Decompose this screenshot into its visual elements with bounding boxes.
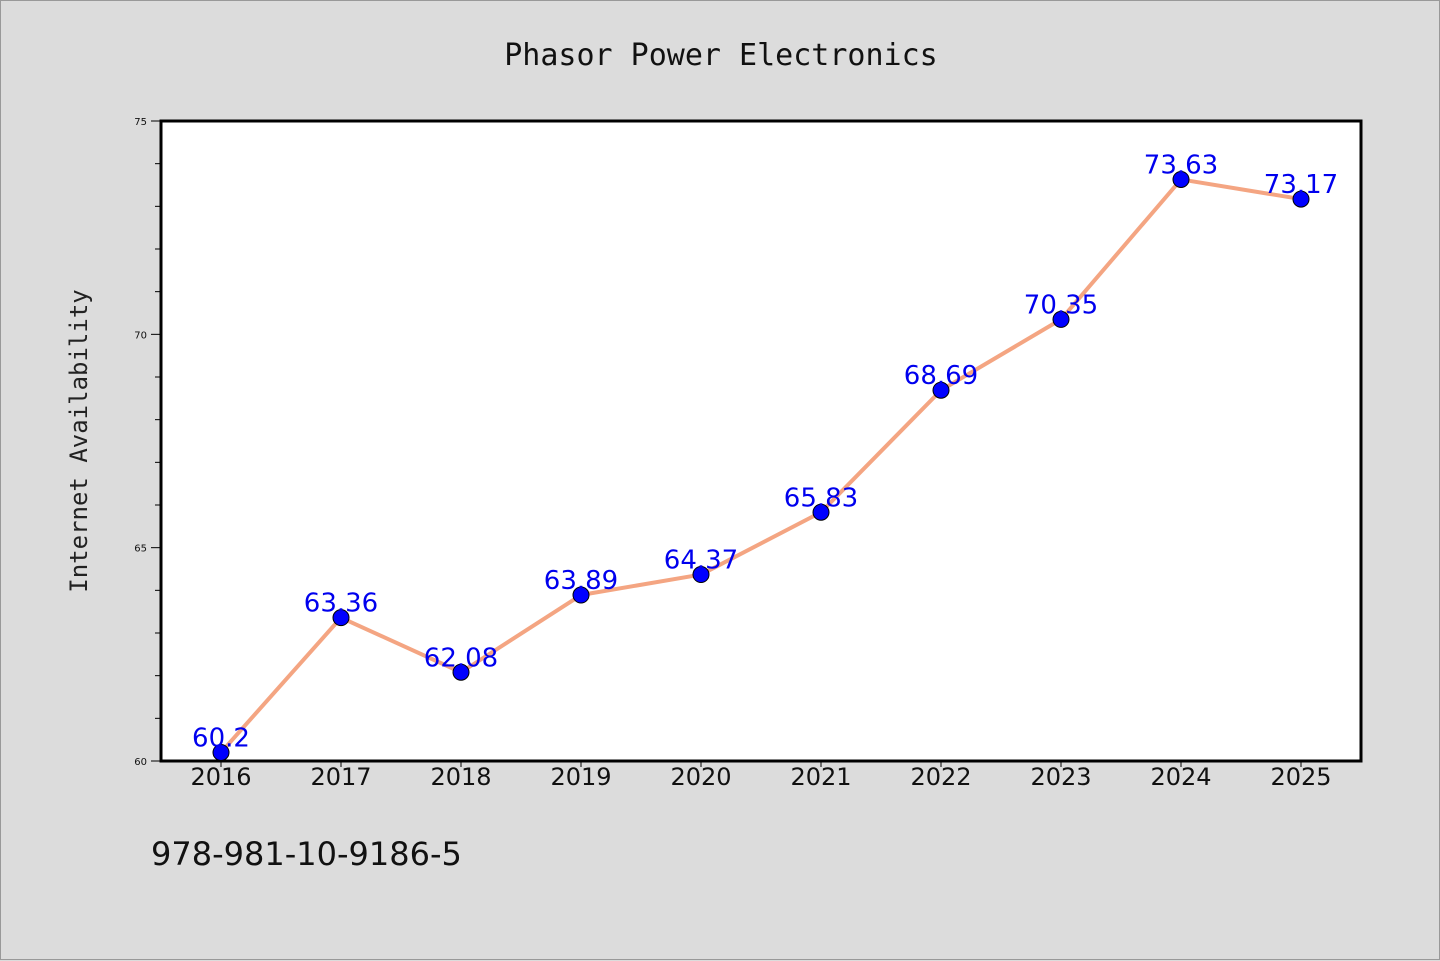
- x-axis-ticks: 2016 2017 2018 2019 2020 2021 2022 2023 2024 2025: [190, 761, 1332, 791]
- x-tick-label: 2025: [1270, 763, 1331, 791]
- data-point: [1292, 190, 1310, 208]
- chart-title: Phasor Power Electronics: [504, 38, 937, 73]
- data-point: [212, 743, 230, 761]
- data-point: [452, 663, 470, 681]
- data-point: [812, 503, 830, 521]
- y-tick-label: 60: [134, 757, 147, 768]
- x-tick-label: 2021: [790, 763, 851, 791]
- series-line: [219, 177, 1303, 755]
- data-point: [692, 566, 710, 584]
- data-points: [212, 170, 1310, 761]
- data-point: [1172, 170, 1190, 188]
- data-label: 73.17: [1264, 170, 1338, 200]
- data-point: [1052, 310, 1070, 328]
- data-label: 64.37: [664, 546, 738, 576]
- isbn-footer: 978-981-10-9186-5: [151, 835, 462, 873]
- x-tick-label: 2018: [430, 763, 491, 791]
- y-tick-label: 75: [134, 117, 147, 128]
- x-tick-label: 2020: [670, 763, 731, 791]
- y-axis-ticks: 60 65 70 75: [134, 117, 161, 768]
- data-point: [932, 381, 950, 399]
- x-tick-label: 2022: [910, 763, 971, 791]
- data-label: 65.83: [784, 483, 858, 513]
- data-label: 60.2: [192, 723, 250, 753]
- plot-area: [159, 119, 1363, 763]
- data-point: [572, 586, 590, 604]
- x-tick-label: 2019: [550, 763, 611, 791]
- y-tick-label: 65: [134, 544, 147, 555]
- data-label: 68.69: [904, 361, 978, 391]
- x-tick-label: 2023: [1030, 763, 1091, 791]
- x-tick-label: 2017: [310, 763, 371, 791]
- data-label: 62.08: [424, 643, 498, 673]
- data-label: 73.63: [1144, 150, 1218, 180]
- data-labels: 60.2 63.36 62.08 63.89 64.37 65.83 68.69 70.35 7…: [192, 150, 1338, 753]
- x-tick-label: 2016: [190, 763, 251, 791]
- y-tick-label: 70: [134, 330, 147, 341]
- data-point: [332, 609, 350, 627]
- data-label: 70.35: [1024, 290, 1098, 320]
- data-label: 63.36: [304, 589, 378, 619]
- series-layer: [219, 177, 1303, 755]
- data-label: 63.89: [544, 566, 618, 596]
- x-tick-label: 2024: [1150, 763, 1211, 791]
- y-axis-label: Internet Availability: [65, 289, 93, 592]
